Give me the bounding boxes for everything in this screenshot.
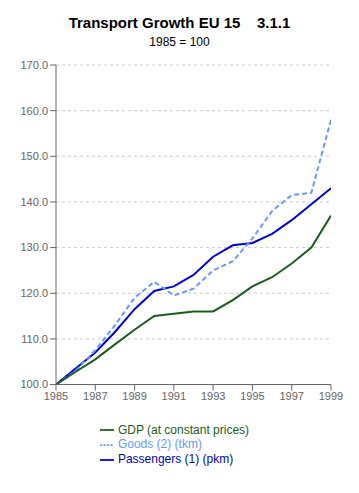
svg-text:1995: 1995 [240,390,264,402]
svg-text:1997: 1997 [279,390,303,402]
svg-text:140.0: 140.0 [20,196,48,208]
html-text:Goods (2) (tkm): Goods (2) (tkm) [117,437,202,452]
svg-text:120.0: 120.0 [20,287,48,299]
svg-text:1991: 1991 [162,390,186,402]
html-text:1985 = 100: 1985 = 100 [149,35,210,49]
svg-text:160.0: 160.0 [20,105,48,117]
svg-text:1999: 1999 [319,390,343,402]
svg-text:100.0: 100.0 [20,378,48,390]
svg-text:130.0: 130.0 [20,241,48,253]
html-text:Passengers (1) (pkm): Passengers (1) (pkm) [117,452,234,467]
svg-text:170.0: 170.0 [20,59,48,71]
svg-text:110.0: 110.0 [21,333,48,345]
svg-text:1987: 1987 [83,390,107,402]
svg-text:1989: 1989 [122,390,146,402]
svg-text:1993: 1993 [201,390,225,402]
svg-text:1985: 1985 [44,390,68,402]
html-text:Transport Growth EU 15 3.1.1: Transport Growth EU 15 3.1.1 [68,14,291,31]
svg-text:150.0: 150.0 [20,150,48,162]
html-text:GDP (at constant prices): GDP (at constant prices) [117,422,250,437]
